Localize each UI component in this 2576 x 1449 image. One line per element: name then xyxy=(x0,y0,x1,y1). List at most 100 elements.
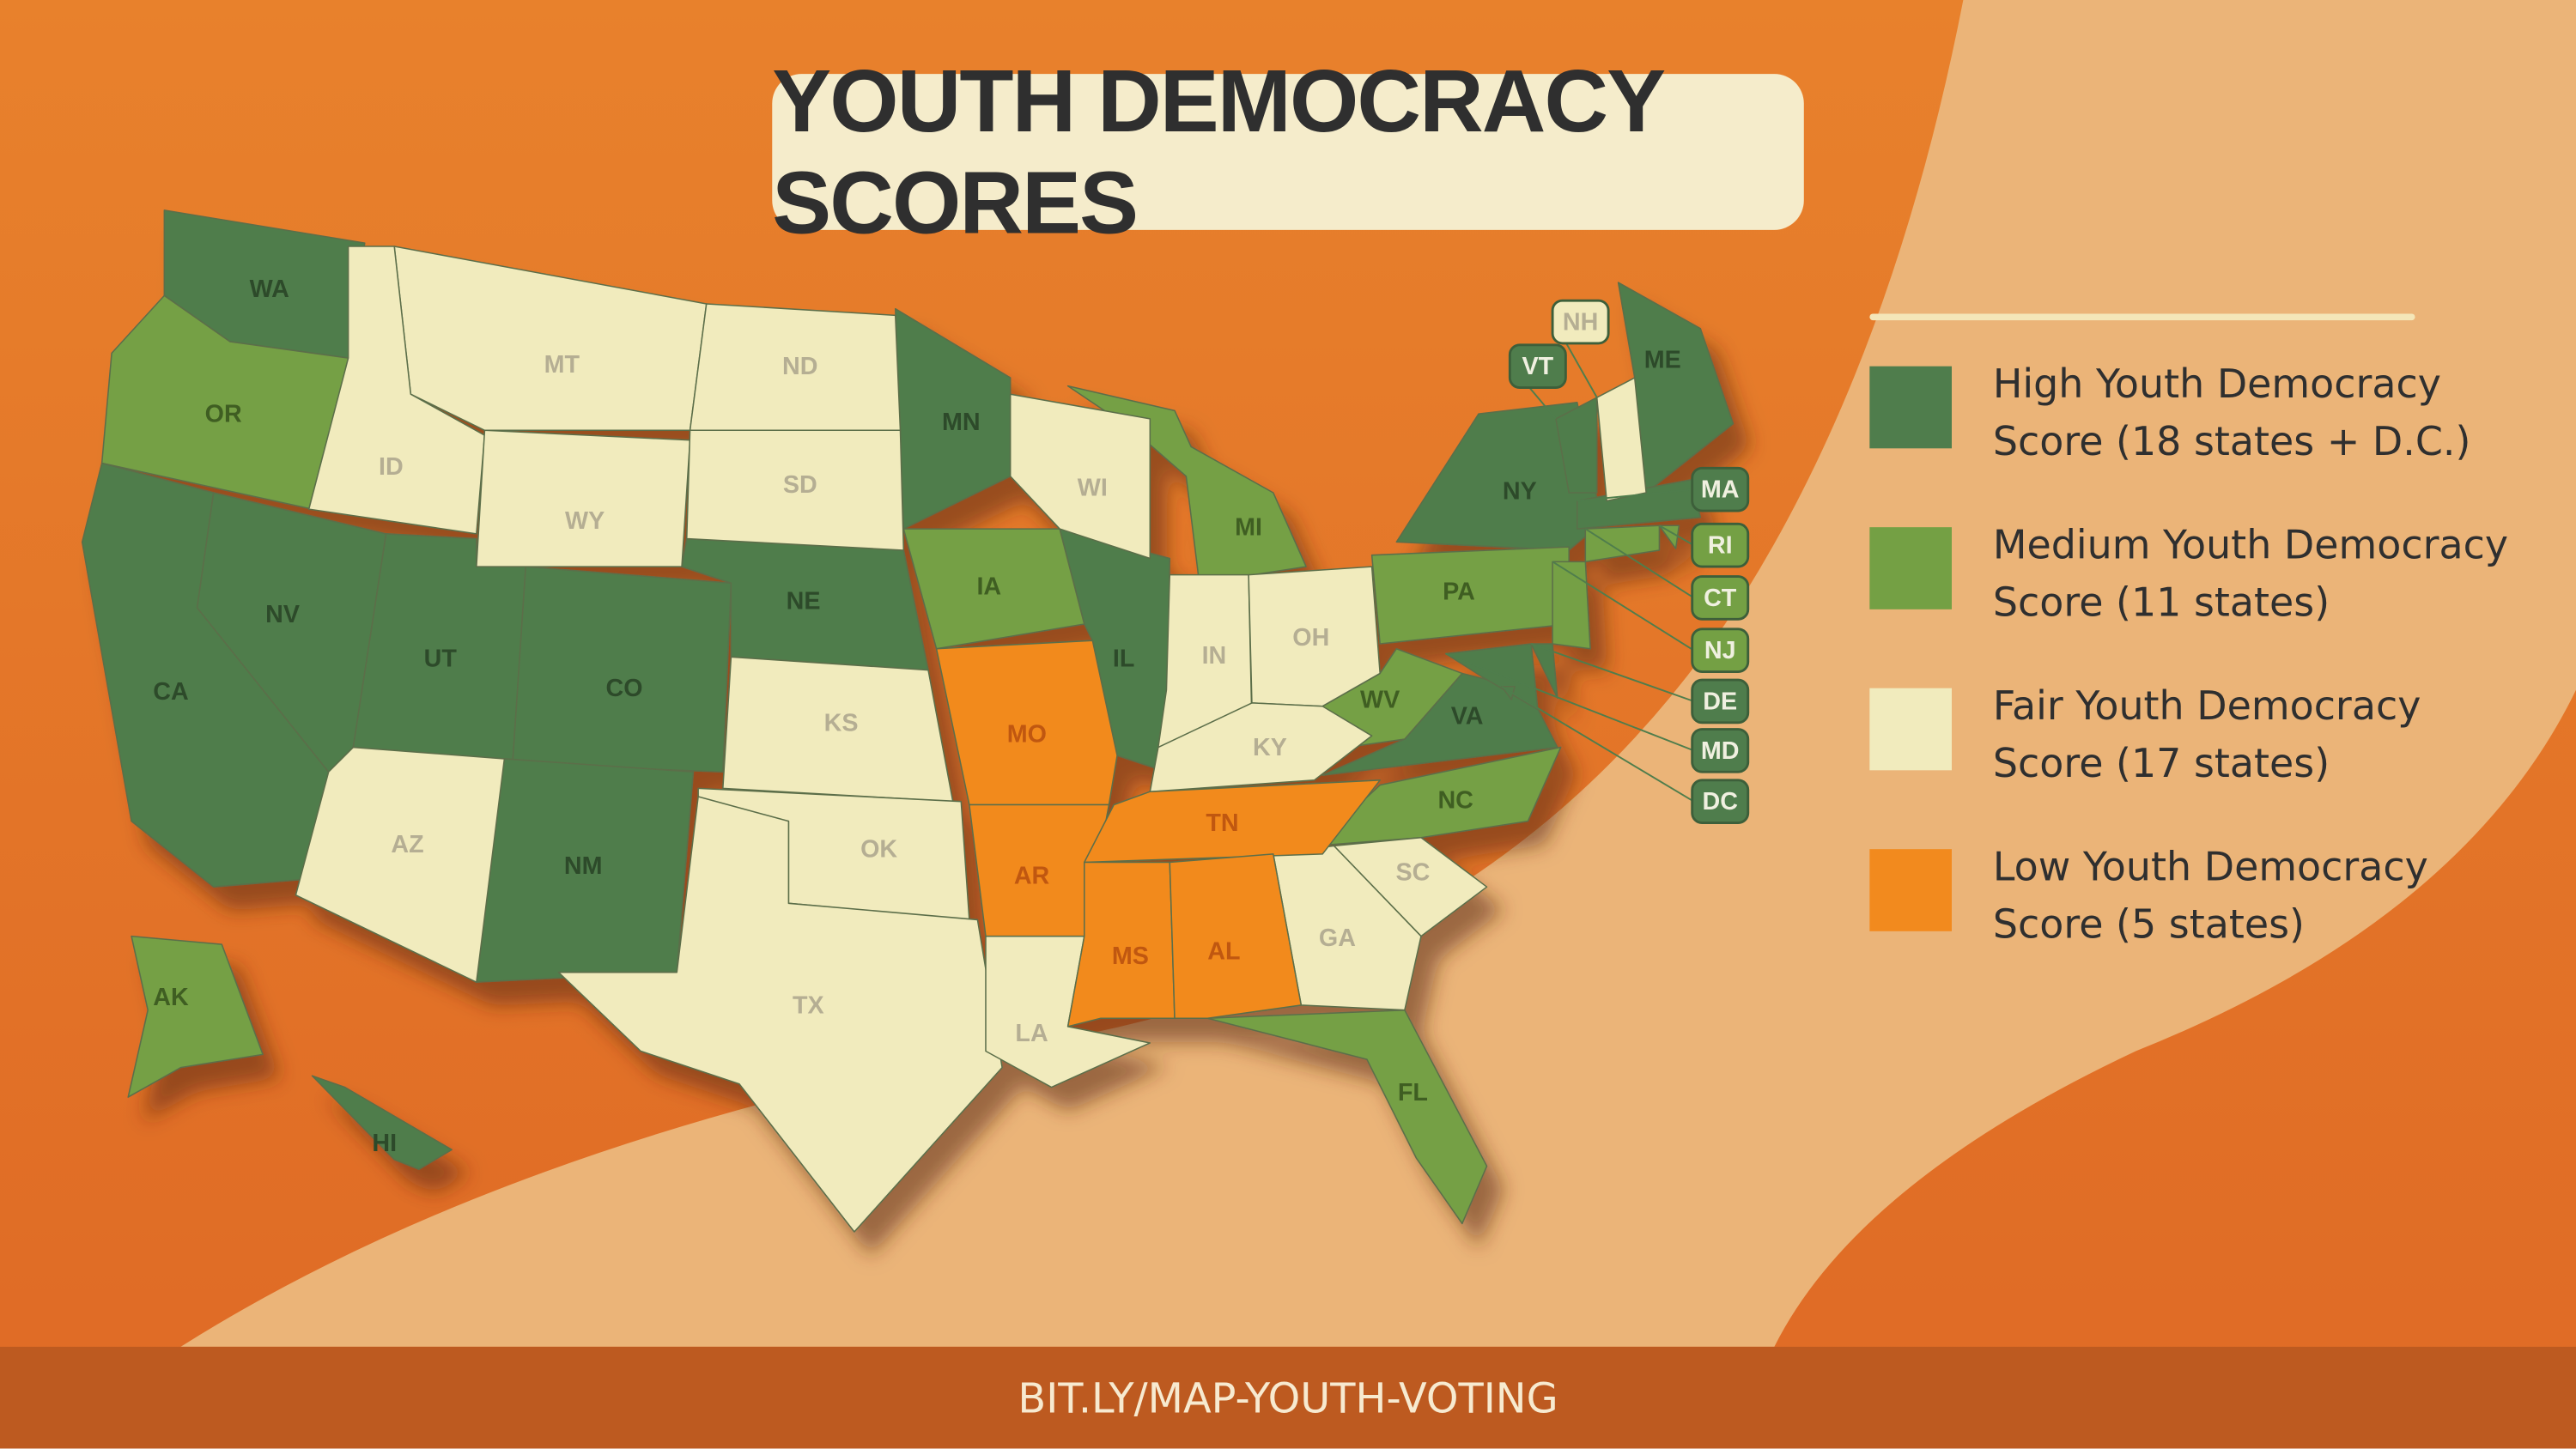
state-label: IL xyxy=(1113,646,1135,673)
state-label: NY xyxy=(1503,478,1537,506)
state-label: KY xyxy=(1253,734,1287,761)
state-pill xyxy=(1691,678,1750,724)
legend-entry: Fair Youth Democracy Score (17 states) xyxy=(1869,683,2526,786)
state-label: IA xyxy=(976,573,1001,601)
state-label: NH xyxy=(1563,308,1598,336)
background-shape xyxy=(180,0,2576,1347)
leader-line xyxy=(1530,643,1694,702)
state-label: MI xyxy=(1235,514,1262,542)
state-label: AZ xyxy=(391,831,423,858)
leader-line xyxy=(1584,528,1695,599)
state-label: TN xyxy=(1206,809,1238,837)
leader-line xyxy=(1577,488,1694,502)
state xyxy=(902,528,1085,650)
state-pill xyxy=(1691,575,1750,621)
state-label: WI xyxy=(1078,475,1108,502)
state xyxy=(1658,524,1680,549)
state-label: VA xyxy=(1451,703,1484,731)
state xyxy=(476,429,691,567)
state xyxy=(307,246,486,535)
leader-line xyxy=(1552,561,1695,652)
leader-line xyxy=(1501,685,1695,803)
footer-link: BIT.LY/MAP-YOUTH-VOTING xyxy=(0,1346,2576,1449)
state-label: SC xyxy=(1396,858,1431,886)
state-label: ND xyxy=(782,353,817,380)
state xyxy=(127,935,264,1098)
state-label: WY xyxy=(565,507,605,535)
legend-swatch xyxy=(1869,527,1953,609)
state-label: CO xyxy=(606,675,643,702)
state-label: UT xyxy=(424,646,458,673)
state xyxy=(557,796,1003,1233)
state-pill xyxy=(1508,343,1567,389)
state-label: OR xyxy=(205,401,242,428)
legend-entry: Low Youth Democracy Score (5 states) xyxy=(1869,844,2526,948)
legend-label: Low Youth Democracy Score (5 states) xyxy=(1992,844,2428,948)
state-label: DC xyxy=(1703,788,1738,815)
state xyxy=(1617,282,1735,494)
state-label: NC xyxy=(1437,786,1473,814)
state-label: IN xyxy=(1202,642,1227,670)
state-label: CT xyxy=(1704,585,1737,612)
state-label: GA xyxy=(1319,925,1356,952)
state xyxy=(512,566,732,773)
state-label: WA xyxy=(250,276,289,303)
state xyxy=(1530,643,1558,699)
state-label: TX xyxy=(793,991,824,1019)
state-label: NJ xyxy=(1704,637,1736,664)
state-label: OK xyxy=(860,836,897,864)
legend-label: Medium Youth Democracy Score (11 states) xyxy=(1992,522,2509,626)
state xyxy=(1333,837,1488,937)
leader-line xyxy=(1445,652,1694,752)
state xyxy=(935,640,1118,806)
legend-swatch xyxy=(1869,688,1953,771)
legend-entry: Medium Youth Democracy Score (11 states) xyxy=(1869,522,2526,626)
state-label: ID xyxy=(379,453,404,481)
state-labels: WA CA NV UT CO NM NE MN IL VA NY VT ME MA DE MD DC HI OR AK… xyxy=(153,276,1750,1157)
leader-line xyxy=(1658,524,1695,547)
state-label: MT xyxy=(544,351,580,379)
legend-swatch xyxy=(1869,366,1953,449)
state-label: CA xyxy=(153,678,188,706)
state xyxy=(295,746,506,983)
state-pill xyxy=(1691,466,1750,512)
state-pill xyxy=(1691,627,1750,673)
states xyxy=(81,209,1735,1233)
title: YOUTH DEMOCRACY SCORES xyxy=(772,52,1804,252)
legend-rule xyxy=(1869,313,2415,321)
state xyxy=(1248,566,1381,707)
state-label: NM xyxy=(564,852,603,880)
state xyxy=(1066,385,1307,584)
state-label: DE xyxy=(1703,688,1737,715)
state-pill xyxy=(1551,299,1610,345)
state-label: VT xyxy=(1522,353,1554,380)
state-pill xyxy=(1691,522,1750,568)
state-label: SD xyxy=(783,471,817,499)
state xyxy=(1555,397,1598,494)
state-label: AK xyxy=(153,984,189,1011)
legend-label: High Youth Democracy Score (18 states + … xyxy=(1992,361,2471,465)
state-label: WV xyxy=(1360,687,1400,714)
state-label: NV xyxy=(265,601,300,628)
state-label: MS xyxy=(1112,943,1149,970)
state-label: OH xyxy=(1292,624,1329,652)
state xyxy=(1584,524,1661,563)
state xyxy=(1444,643,1539,711)
state-label: RI xyxy=(1708,532,1733,560)
state xyxy=(1084,779,1381,864)
state-label: PA xyxy=(1443,578,1475,605)
legend-label: Fair Youth Democracy Score (17 states) xyxy=(1992,682,2421,787)
state xyxy=(685,429,905,551)
state-label: ME xyxy=(1644,347,1681,374)
state xyxy=(1009,393,1151,560)
state-label: KS xyxy=(824,709,859,737)
state-label: HI xyxy=(372,1130,397,1157)
state xyxy=(1595,377,1647,502)
state-pill xyxy=(1691,779,1750,824)
state xyxy=(311,1075,453,1171)
state-label: FL xyxy=(1398,1079,1428,1106)
state-label: AR xyxy=(1014,862,1050,889)
